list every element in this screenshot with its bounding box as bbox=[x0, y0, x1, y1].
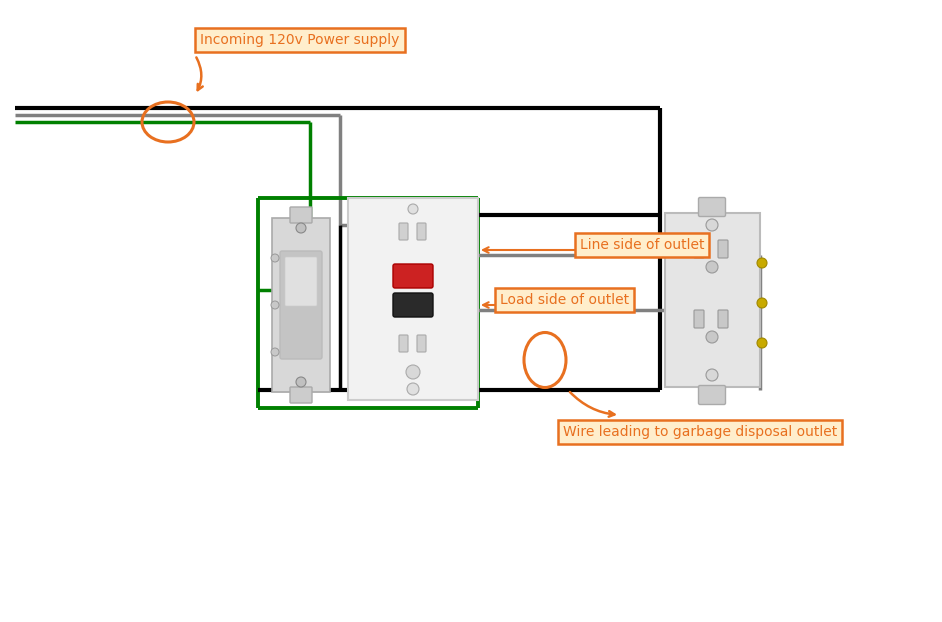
FancyBboxPatch shape bbox=[290, 387, 312, 403]
Circle shape bbox=[706, 219, 718, 231]
Circle shape bbox=[407, 383, 419, 395]
FancyBboxPatch shape bbox=[665, 213, 760, 387]
FancyBboxPatch shape bbox=[417, 335, 426, 352]
FancyBboxPatch shape bbox=[285, 257, 317, 306]
Circle shape bbox=[706, 261, 718, 273]
FancyBboxPatch shape bbox=[694, 310, 704, 328]
FancyBboxPatch shape bbox=[417, 223, 426, 240]
Circle shape bbox=[296, 223, 306, 233]
Text: Incoming 120v Power supply: Incoming 120v Power supply bbox=[201, 33, 399, 47]
FancyBboxPatch shape bbox=[348, 198, 478, 400]
Circle shape bbox=[757, 338, 767, 348]
Circle shape bbox=[757, 298, 767, 308]
Circle shape bbox=[408, 204, 418, 214]
Circle shape bbox=[706, 369, 718, 381]
Text: Wire leading to garbage disposal outlet: Wire leading to garbage disposal outlet bbox=[563, 425, 837, 439]
Text: Load side of outlet: Load side of outlet bbox=[500, 293, 629, 307]
Circle shape bbox=[271, 254, 279, 262]
Circle shape bbox=[296, 377, 306, 387]
FancyBboxPatch shape bbox=[272, 218, 330, 392]
Circle shape bbox=[706, 331, 718, 343]
FancyBboxPatch shape bbox=[393, 293, 433, 317]
FancyBboxPatch shape bbox=[399, 335, 408, 352]
FancyBboxPatch shape bbox=[280, 251, 322, 359]
FancyBboxPatch shape bbox=[718, 240, 728, 258]
FancyBboxPatch shape bbox=[699, 198, 725, 216]
FancyBboxPatch shape bbox=[399, 223, 408, 240]
FancyBboxPatch shape bbox=[699, 386, 725, 404]
Circle shape bbox=[271, 301, 279, 309]
Circle shape bbox=[757, 258, 767, 268]
Circle shape bbox=[271, 348, 279, 356]
Circle shape bbox=[406, 365, 420, 379]
Text: Line side of outlet: Line side of outlet bbox=[580, 238, 705, 252]
FancyBboxPatch shape bbox=[393, 264, 433, 288]
FancyBboxPatch shape bbox=[694, 240, 704, 258]
FancyBboxPatch shape bbox=[290, 207, 312, 223]
FancyBboxPatch shape bbox=[718, 310, 728, 328]
